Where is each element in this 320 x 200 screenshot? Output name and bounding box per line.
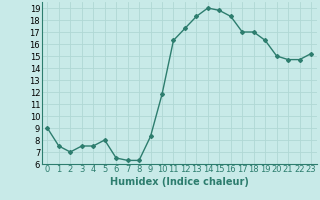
X-axis label: Humidex (Indice chaleur): Humidex (Indice chaleur) bbox=[110, 177, 249, 187]
